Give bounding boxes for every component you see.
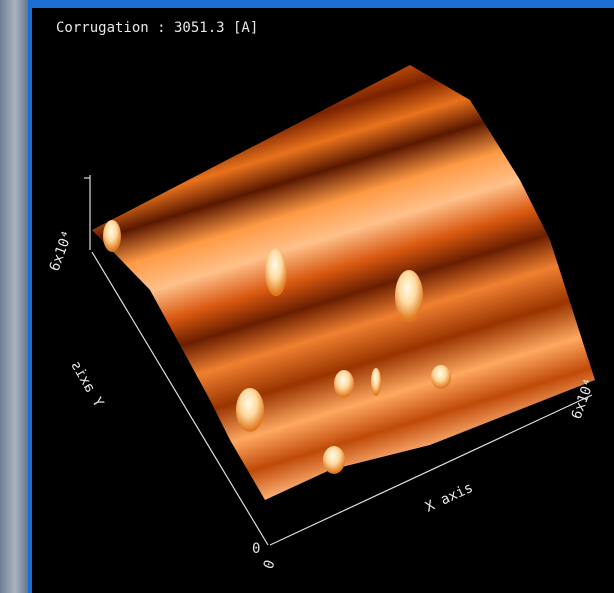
top-border	[0, 0, 614, 8]
screen: Corrugation : 3051.3 [A] 6x10⁴ 0 0 6x10⁴…	[0, 0, 614, 593]
left-border	[28, 0, 32, 593]
peak	[236, 388, 264, 432]
peak	[431, 365, 451, 389]
peak	[371, 368, 381, 396]
y-origin-label: 0	[252, 541, 260, 557]
left-panel	[0, 0, 30, 593]
plot-title: Corrugation : 3051.3 [A]	[56, 20, 258, 36]
peak	[334, 370, 354, 398]
peak	[103, 220, 121, 252]
peak	[395, 270, 423, 322]
peak	[323, 446, 345, 474]
peak	[265, 248, 287, 296]
